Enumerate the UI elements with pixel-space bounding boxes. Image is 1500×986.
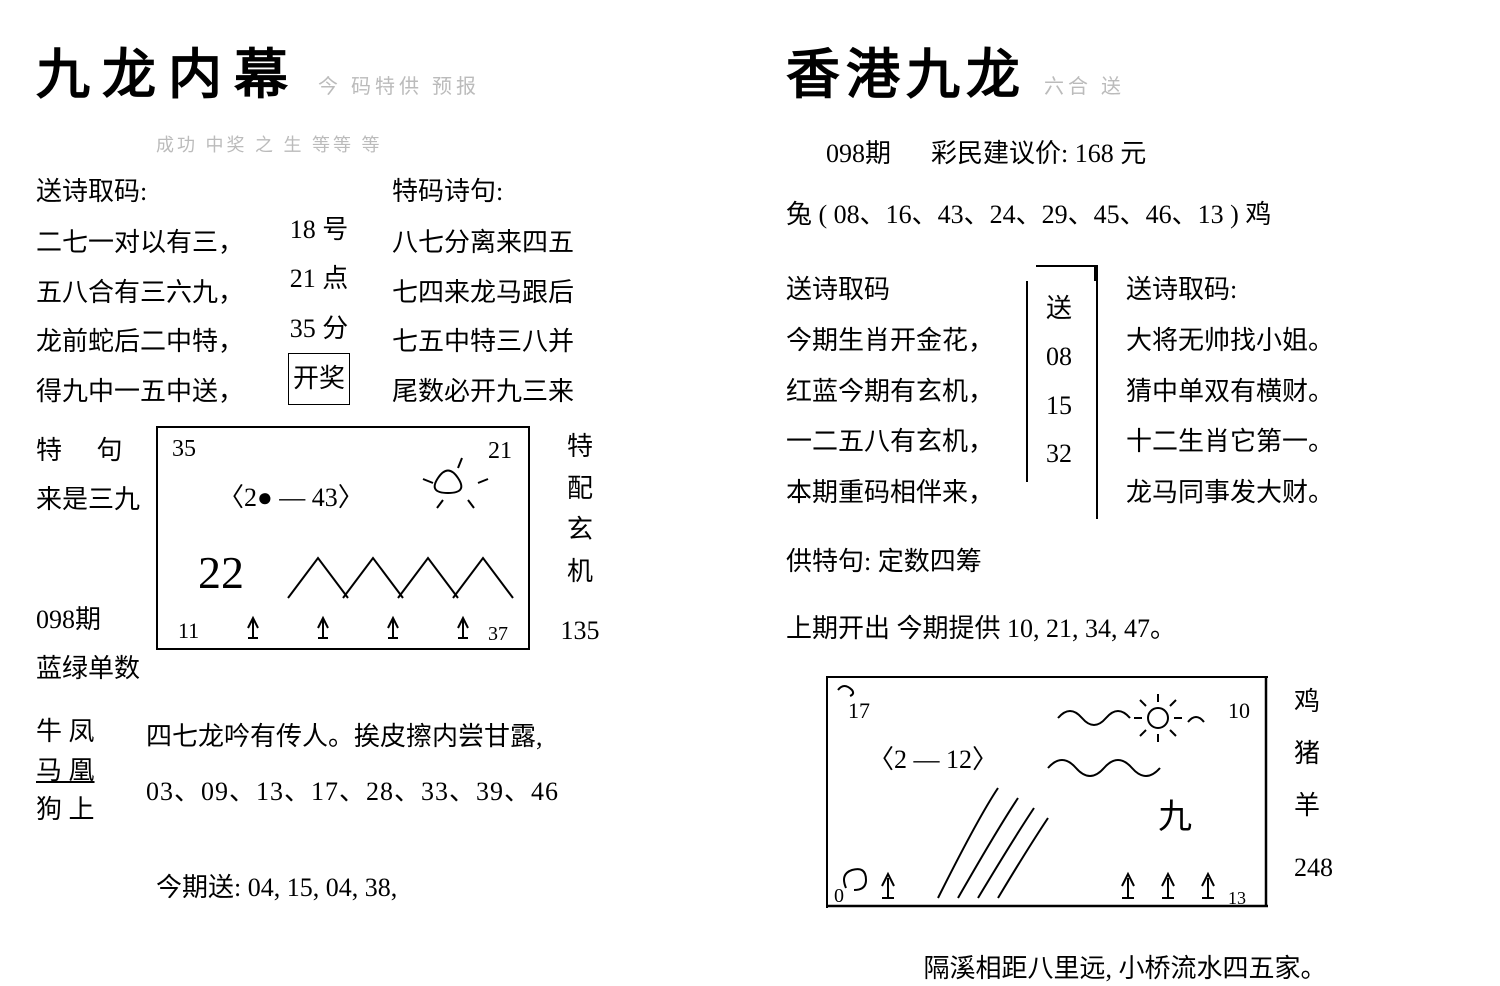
- sk-bl: 11: [178, 618, 199, 643]
- r-period-b: 彩民建议价: 168 元: [931, 133, 1146, 170]
- rv2: 猪: [1294, 728, 1364, 780]
- poem-right-r2: 七四来龙马跟后: [392, 268, 714, 317]
- sk-tl: 35: [172, 436, 196, 462]
- r-pl-4: 本期重码相伴来，: [786, 468, 1026, 519]
- right-column: 香港九龙 六合 送 098期 彩民建议价: 168 元 兔 ( 08、16、43…: [750, 0, 1500, 986]
- rsk-mid: 〈2 — 12〉: [868, 745, 998, 774]
- right-footer-poem: 隔溪相距八里远, 小桥流水四五家。: [786, 948, 1464, 985]
- left-bottom-row: 牛 凤 马 凰 狗 上 四七龙吟有传人。挨皮擦内尝甘露, 03、09、13、17…: [36, 712, 714, 829]
- poem-right-r1: 八七分离来四五: [392, 218, 714, 267]
- center-c3: 35 分: [274, 304, 364, 353]
- r-m1: 08: [1046, 333, 1096, 381]
- rvnum: 248: [1294, 842, 1364, 894]
- rv1: 鸡: [1294, 676, 1364, 728]
- right-sketch-row: 17 10 〈2 — 12〉 九: [786, 676, 1464, 908]
- poem-left-header: 送诗取码:: [36, 167, 266, 216]
- poem-right-header: 特码诗句:: [392, 167, 714, 216]
- r-m0: 送: [1046, 285, 1096, 333]
- zodiac-block: 牛 凤 马 凰 狗 上: [36, 712, 126, 829]
- poem-left-l2: 五八合有三六九，: [36, 268, 266, 317]
- poem-left-l1: 二七一对以有三，: [36, 218, 266, 267]
- right-sketch-svg: 17 10 〈2 — 12〉 九: [828, 678, 1268, 908]
- right-poem-row: 送诗取码 今期生肖开金花， 红蓝今期有玄机， 一二五八有玄机， 本期重码相伴来，…: [786, 265, 1464, 518]
- center-c1: 18 号: [274, 205, 364, 254]
- r-m3: 32: [1046, 430, 1096, 478]
- left-sketch-sidetext: 特 句 来是三九 098期 蓝绿单数: [36, 426, 156, 694]
- r-poem-right: 送诗取码: 大将无帅找小姐。 猜中单双有横财。 十二生肖它第一。 龙马同事发大财…: [1096, 265, 1464, 518]
- v2: 配: [550, 468, 610, 510]
- z2: 马 凰: [36, 751, 126, 790]
- v3: 玄: [550, 509, 610, 551]
- left-sketch-box: 35 21 〈2● — 43〉 22 11 37: [156, 426, 530, 650]
- center-time-box: 18 号 21 点 35 分 开奖: [266, 205, 372, 405]
- rsk-nine: 九: [1158, 799, 1192, 836]
- bottom-poem: 四七龙吟有传人。挨皮擦内尝甘露,: [146, 712, 714, 761]
- z3: 狗 上: [36, 790, 126, 829]
- left-subtitle: 今 码特供 预报: [318, 70, 480, 99]
- center-c2: 21 点: [274, 254, 364, 303]
- rsk-tr: 10: [1228, 698, 1250, 723]
- left-poem-row: 送诗取码: 二七一对以有三， 五八合有三六九， 龙前蛇后二中特， 得九中一五中送…: [36, 167, 714, 416]
- page: 九龙内幕 今 码特供 预报 成功 中奖 之 生 等等 等 送诗取码: 二七一对以…: [0, 0, 1500, 986]
- r-pr-3: 十二生肖它第一。: [1126, 417, 1464, 468]
- left-period: 098期: [36, 595, 156, 644]
- left-sketch-svg: 35 21 〈2● — 43〉 22 11 37: [158, 428, 528, 648]
- right-subtitle: 六合 送: [1044, 70, 1125, 99]
- vnum: 135: [550, 610, 610, 652]
- left-faint-line: 成功 中奖 之 生 等等 等: [156, 131, 714, 157]
- v4: 机: [550, 551, 610, 593]
- left-vertical-label: 特 配 玄 机 135: [550, 426, 610, 652]
- sk-br: 37: [488, 623, 508, 645]
- special-line-b: 来是三九: [36, 475, 156, 524]
- animals-line: 兔 ( 08、16、43、24、29、45、46、13 ) 鸡: [786, 190, 1464, 239]
- last-period: 上期开出 今期提供 10, 21, 34, 47。: [786, 604, 1464, 653]
- left-title: 九龙内幕: [36, 30, 300, 109]
- z1: 牛 凤: [36, 712, 126, 751]
- r-pr-4: 龙马同事发大财。: [1126, 468, 1464, 519]
- left-column: 九龙内幕 今 码特供 预报 成功 中奖 之 生 等等 等 送诗取码: 二七一对以…: [0, 0, 750, 986]
- left-sketch-row: 特 句 来是三九 098期 蓝绿单数 35 21 〈2● — 43〉: [36, 426, 714, 694]
- rsk-bl: 0: [834, 885, 844, 907]
- r-pl-2: 红蓝今期有玄机，: [786, 367, 1026, 418]
- r-poem-left: 送诗取码 今期生肖开金花， 红蓝今期有玄机， 一二五八有玄机， 本期重码相伴来，: [786, 265, 1026, 518]
- v1: 特: [550, 426, 610, 468]
- poem-left-l4: 得九中一五中送，: [36, 367, 266, 416]
- r-pr-header: 送诗取码:: [1126, 265, 1464, 316]
- special-line-a: 特 句: [36, 426, 156, 475]
- sk-tr: 21: [488, 438, 512, 464]
- today-send: 今期送: 04, 15, 04, 38,: [156, 863, 714, 912]
- rv3: 羊: [1294, 780, 1364, 832]
- supply-line: 供特句: 定数四筹: [786, 537, 1464, 586]
- poem-right-r4: 尾数必开九三来: [392, 367, 714, 416]
- sk-mid: 〈2● — 43〉: [218, 483, 364, 512]
- left-bluegreen: 蓝绿单数: [36, 644, 156, 693]
- poem-left-l3: 龙前蛇后二中特，: [36, 317, 266, 366]
- r-pl-header: 送诗取码: [786, 265, 1026, 316]
- r-pl-3: 一二五八有玄机，: [786, 417, 1026, 468]
- right-title: 香港九龙: [786, 30, 1026, 109]
- bottom-numbers: 03、09、13、17、28、33、39、46: [146, 767, 714, 816]
- r-pr-2: 猜中单双有横财。: [1126, 367, 1464, 418]
- left-title-row: 九龙内幕 今 码特供 预报: [36, 30, 714, 109]
- r-m2: 15: [1046, 382, 1096, 430]
- sk-big: 22: [198, 547, 244, 598]
- rsk-tl: 17: [848, 698, 870, 723]
- right-poem-block: 特码诗句: 八七分离来四五 七四来龙马跟后 七五中特三八并 尾数必开九三来: [392, 167, 714, 416]
- right-period-row: 098期 彩民建议价: 168 元: [786, 133, 1464, 170]
- right-sketch-box: 17 10 〈2 — 12〉 九: [826, 676, 1268, 908]
- right-title-row: 香港九龙 六合 送: [786, 30, 1464, 109]
- center-c4: 开奖: [288, 353, 350, 404]
- poem-right-r3: 七五中特三八并: [392, 317, 714, 366]
- right-vertical-label: 鸡 猪 羊 248: [1294, 676, 1364, 894]
- bottom-text-block: 四七龙吟有传人。挨皮擦内尝甘露, 03、09、13、17、28、33、39、46: [146, 712, 714, 817]
- r-pl-1: 今期生肖开金花，: [786, 316, 1026, 367]
- r-period-a: 098期: [826, 133, 891, 170]
- left-poem-block: 送诗取码: 二七一对以有三， 五八合有三六九， 龙前蛇后二中特， 得九中一五中送…: [36, 167, 266, 416]
- r-pr-1: 大将无帅找小姐。: [1126, 316, 1464, 367]
- r-mid-box: 送 08 15 32: [1026, 265, 1096, 481]
